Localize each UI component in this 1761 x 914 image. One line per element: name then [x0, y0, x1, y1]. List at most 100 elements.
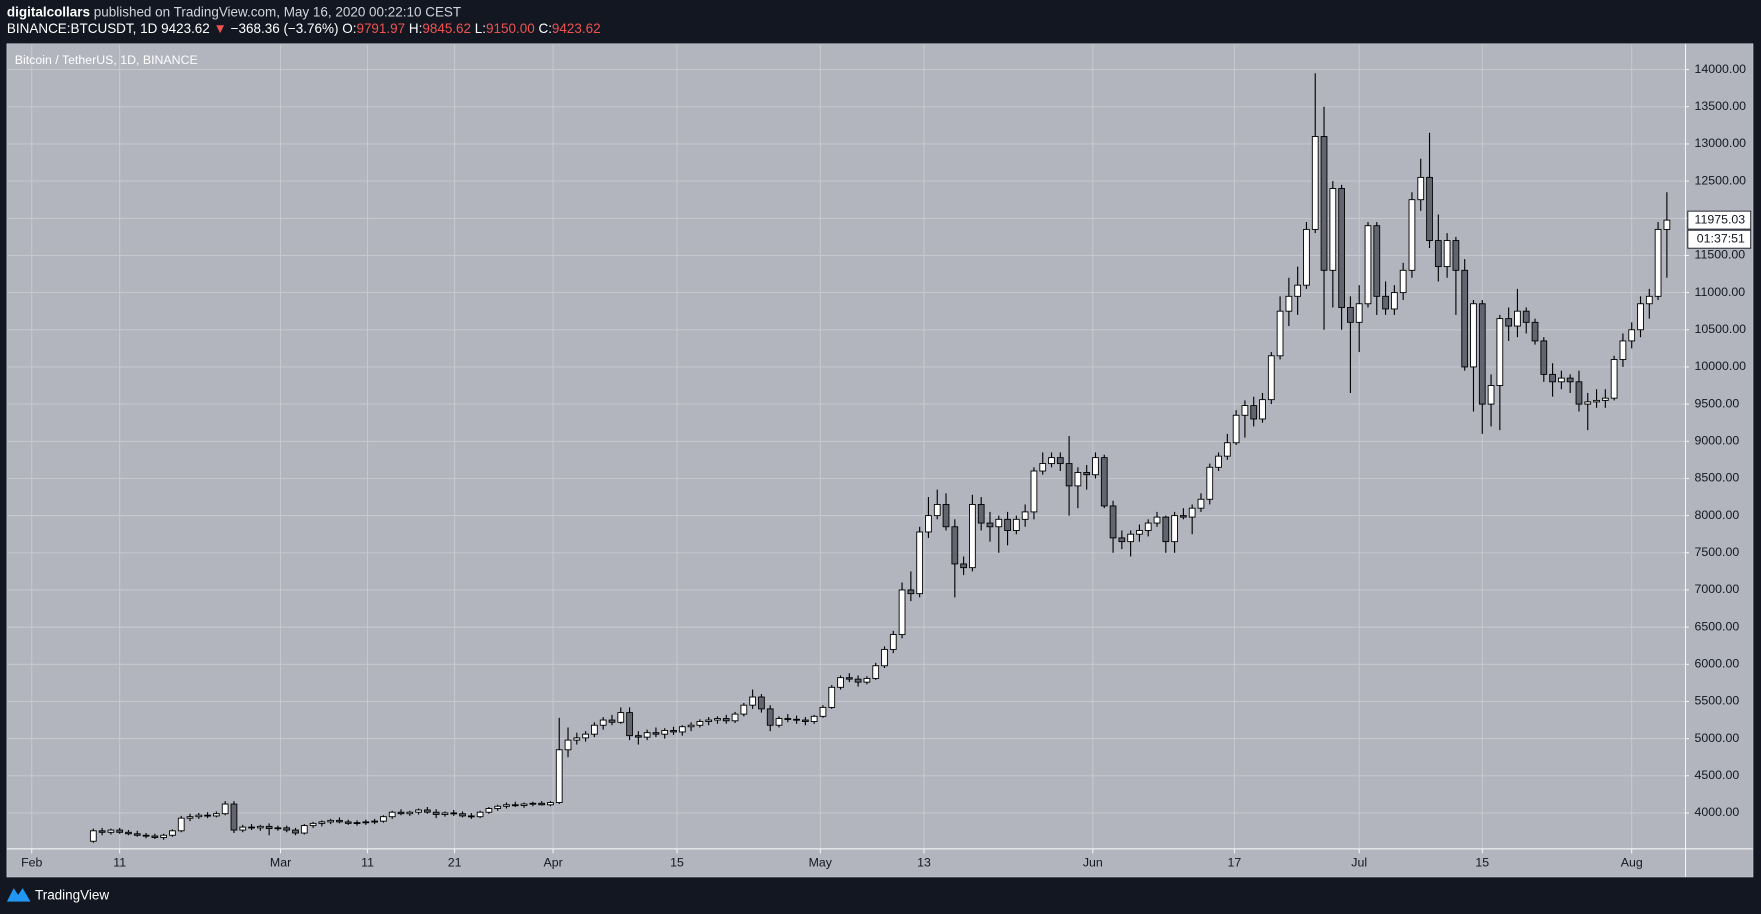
x-tick-label: 11 — [113, 856, 126, 870]
candle-body — [960, 563, 967, 569]
y-tick-label: 11500.00 — [1695, 248, 1746, 262]
x-tick-label: Mar — [270, 856, 291, 870]
logo-icon — [6, 888, 31, 902]
candle-body — [169, 830, 176, 836]
candle-body — [1039, 463, 1047, 472]
candle-body — [520, 803, 528, 806]
candle-body — [1276, 310, 1284, 357]
candle-body — [204, 814, 211, 817]
candle-body — [1303, 228, 1310, 286]
candle-body — [1601, 397, 1609, 401]
candle-body — [160, 834, 168, 838]
y-tick-label: 10000.00 — [1695, 359, 1747, 373]
candle-body — [283, 827, 291, 831]
candle-body — [248, 826, 255, 829]
candle-body — [1593, 399, 1600, 403]
y-tick-label: 9500.00 — [1695, 396, 1740, 410]
candle-body — [1241, 405, 1249, 416]
candle-body — [977, 504, 985, 524]
candle-body — [1144, 522, 1152, 531]
x-tick-label: 21 — [448, 856, 462, 870]
candle-body — [1417, 176, 1425, 201]
publish-line: digitalcollars published on TradingView.… — [7, 4, 461, 19]
candle-body — [1197, 498, 1205, 509]
grid — [8, 44, 1685, 848]
candle-body — [1092, 457, 1099, 476]
o-label: O: — [342, 21, 356, 36]
x-tick-label: Jul — [1351, 856, 1367, 870]
candle-body — [1232, 414, 1240, 444]
candle-body — [1180, 515, 1187, 518]
candle-body — [714, 718, 721, 721]
candle-body — [555, 749, 563, 804]
candle-body — [1373, 225, 1381, 297]
y-tick-label: 8000.00 — [1695, 508, 1740, 522]
candle-body — [1127, 533, 1135, 543]
candle-body — [503, 804, 510, 807]
candles — [89, 73, 1671, 843]
candle-body — [336, 819, 343, 823]
candle-body — [722, 718, 730, 722]
candle-body — [1566, 377, 1574, 383]
x-tick-label: Jun — [1083, 856, 1103, 870]
x-tick-label: Feb — [21, 856, 42, 870]
candle-body — [344, 821, 352, 824]
y-tick-label: 9000.00 — [1695, 434, 1740, 448]
candle-body — [969, 504, 976, 569]
y-tick-label: 11000.00 — [1695, 285, 1746, 299]
candle-body — [1408, 199, 1416, 271]
candle-body — [327, 819, 335, 823]
y-tick-label: 7500.00 — [1695, 545, 1740, 559]
x-tick-label: Aug — [1621, 856, 1643, 870]
candle-body — [564, 739, 572, 751]
symbol: BINANCE:BTCUSDT, 1D — [7, 21, 158, 36]
candle-body — [230, 803, 238, 831]
candle-body — [186, 816, 194, 819]
candle-body — [1259, 399, 1266, 420]
candle-body — [687, 724, 695, 728]
candle-body — [1390, 292, 1398, 310]
change: −368.36 (−3.76%) — [231, 21, 339, 36]
candle-body — [617, 712, 625, 723]
y-tick-label: 4500.00 — [1695, 768, 1740, 782]
candle-body — [1645, 295, 1653, 305]
x-tick-label: 15 — [1475, 856, 1489, 870]
candle-body — [1434, 240, 1442, 268]
candle-body — [1109, 505, 1117, 539]
author: digitalcollars — [7, 4, 90, 19]
candle-body — [300, 825, 308, 834]
candle-body — [292, 829, 299, 834]
x-tick-label: May — [809, 856, 833, 870]
candle-body — [775, 718, 783, 726]
candle-body — [1048, 457, 1055, 465]
candle-body — [1452, 240, 1460, 271]
candle-body — [591, 724, 598, 735]
candle-body — [98, 830, 106, 833]
candle-body — [951, 526, 959, 565]
candle-body — [802, 719, 809, 722]
candle-body — [1364, 225, 1372, 305]
x-tick-label: 17 — [1228, 856, 1242, 870]
candle-body — [116, 829, 124, 833]
candle-body — [1637, 303, 1644, 331]
candle-body — [1118, 537, 1126, 543]
candle-body — [986, 522, 994, 528]
candle-body — [221, 803, 229, 815]
y-tick-label: 6000.00 — [1695, 657, 1740, 671]
y-tick-label: 13500.00 — [1695, 99, 1747, 113]
candle-body — [1619, 340, 1627, 360]
candle-body — [1329, 188, 1337, 271]
last-price-label: 11975.03 — [1695, 212, 1746, 226]
candle-body — [1294, 284, 1302, 297]
candle-body — [1470, 303, 1477, 368]
candle-body — [916, 531, 924, 595]
candle-body — [652, 732, 660, 735]
candle-body — [1267, 355, 1275, 401]
candle-body — [406, 811, 414, 815]
candle-body — [1004, 518, 1011, 531]
x-tick-label: 11 — [361, 856, 374, 870]
candle-body — [1628, 329, 1636, 342]
candle-body — [863, 677, 871, 683]
